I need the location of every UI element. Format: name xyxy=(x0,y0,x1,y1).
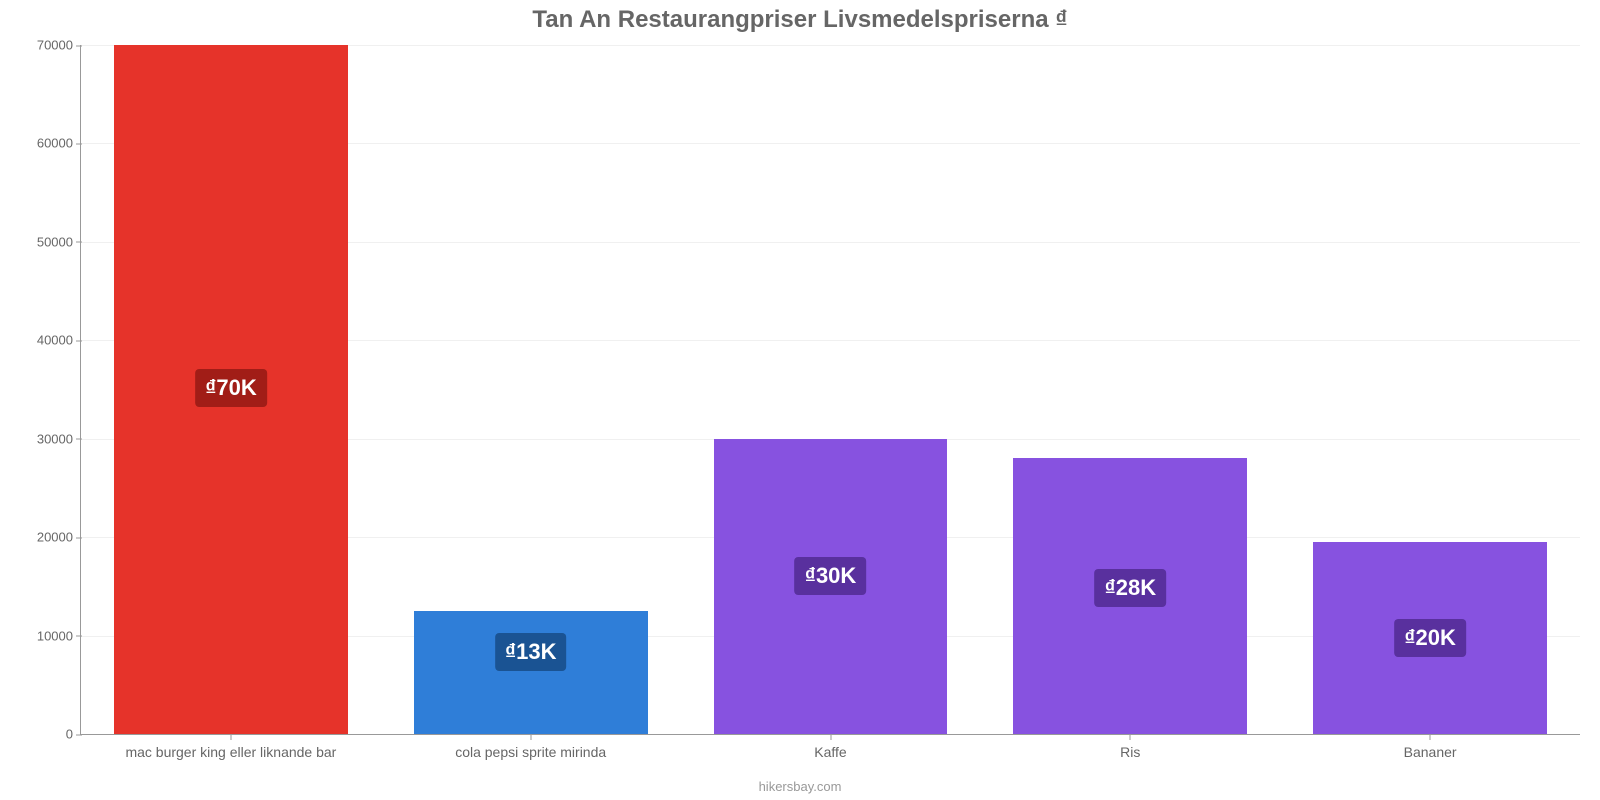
bar-value-badge: ₫28K xyxy=(1094,569,1166,607)
y-tick-label: 0 xyxy=(66,727,81,742)
bar: ₫13K xyxy=(414,611,648,734)
bar-value-badge: ₫20K xyxy=(1394,619,1466,657)
x-axis-label: Kaffe xyxy=(814,734,846,760)
y-tick-label: 60000 xyxy=(37,136,81,151)
attribution: hikersbay.com xyxy=(0,779,1600,794)
y-tick-label: 50000 xyxy=(37,234,81,249)
bar: ₫30K xyxy=(714,439,948,734)
x-axis-label: mac burger king eller liknande bar xyxy=(125,734,336,760)
chart-title: Tan An Restaurangpriser Livsmedelspriser… xyxy=(0,6,1600,34)
plot-area: 010000200003000040000500006000070000₫70K… xyxy=(80,45,1580,735)
y-tick-label: 70000 xyxy=(37,38,81,53)
chart-container: Tan An Restaurangpriser Livsmedelspriser… xyxy=(0,0,1600,800)
x-axis-label: cola pepsi sprite mirinda xyxy=(455,734,606,760)
y-tick-label: 20000 xyxy=(37,530,81,545)
bar-value-badge: ₫13K xyxy=(495,633,567,671)
x-axis-label: Ris xyxy=(1120,734,1140,760)
x-axis-label: Bananer xyxy=(1404,734,1457,760)
bar: ₫20K xyxy=(1313,542,1547,734)
y-tick-label: 10000 xyxy=(37,628,81,643)
bar: ₫70K xyxy=(114,45,348,734)
bar-value-badge: ₫70K xyxy=(195,369,267,407)
bar: ₫28K xyxy=(1013,458,1247,734)
y-tick-label: 40000 xyxy=(37,333,81,348)
bar-value-badge: ₫30K xyxy=(795,557,867,595)
y-tick-label: 30000 xyxy=(37,431,81,446)
